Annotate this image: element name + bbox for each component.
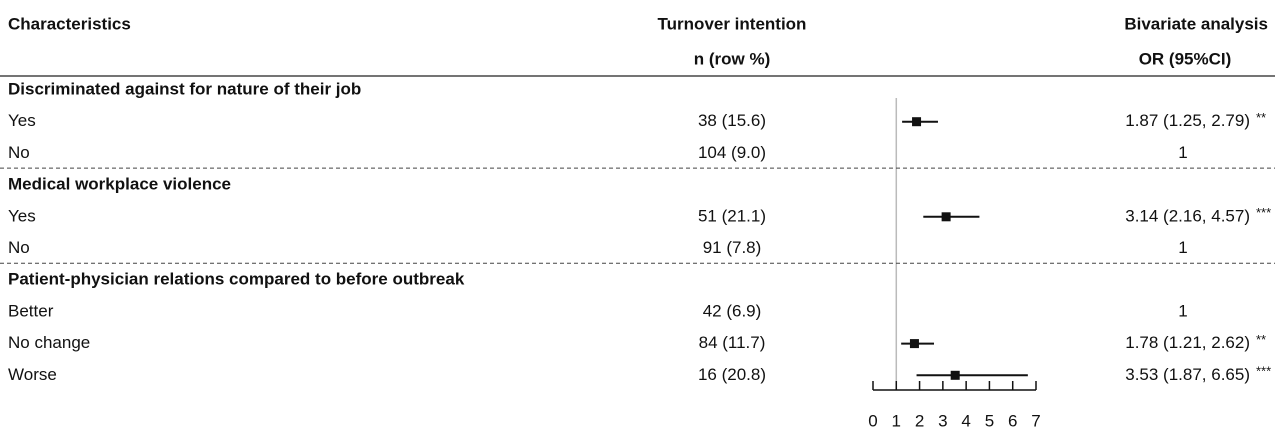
x-tick-label: 5: [985, 411, 994, 430]
significance: **: [1256, 332, 1266, 347]
or-point: [912, 117, 922, 127]
x-tick-label: 3: [938, 411, 947, 430]
or-point: [941, 212, 951, 222]
significance: ***: [1256, 205, 1271, 220]
header: Characteristics: [8, 14, 131, 33]
x-tick-label: 2: [915, 411, 924, 430]
or-ci: 3.53 (1.87, 6.65): [1125, 365, 1250, 384]
row-label: Worse: [8, 365, 57, 384]
x-tick-label: 6: [1008, 411, 1017, 430]
row-label: No change: [8, 333, 90, 352]
or-ci: 1.87 (1.25, 2.79): [1125, 111, 1250, 130]
header: Bivariate analysis: [1124, 14, 1268, 33]
n-value: 38 (15.6): [698, 111, 766, 130]
x-tick-label: 1: [892, 411, 901, 430]
n-value: 42 (6.9): [703, 301, 762, 320]
n-value: 16 (20.8): [698, 365, 766, 384]
row-label: Better: [8, 301, 54, 320]
or-ci: 3.14 (2.16, 4.57): [1125, 206, 1250, 225]
significance: ***: [1256, 364, 1271, 379]
header: OR (95%CI): [1139, 49, 1232, 68]
or-ci: 1: [1178, 301, 1187, 320]
group-title: Patient-physician relations compared to …: [8, 270, 465, 289]
row-label: Yes: [8, 206, 36, 225]
row-label: No: [8, 238, 30, 257]
significance: **: [1256, 110, 1266, 125]
or-ci: 1: [1178, 238, 1187, 257]
x-tick-label: 7: [1031, 411, 1040, 430]
header: n (row %): [694, 49, 771, 68]
or-ci: 1: [1178, 143, 1187, 162]
or-point: [950, 370, 960, 380]
group-title: Medical workplace violence: [8, 175, 231, 194]
n-value: 91 (7.8): [703, 238, 762, 257]
row-label: Yes: [8, 111, 36, 130]
group-title: Discriminated against for nature of thei…: [8, 79, 361, 98]
header: Turnover intention: [658, 14, 807, 33]
n-value: 104 (9.0): [698, 143, 766, 162]
row-label: No: [8, 143, 30, 162]
or-ci: 1.78 (1.21, 2.62): [1125, 333, 1250, 352]
or-point: [909, 339, 919, 349]
n-value: 51 (21.1): [698, 206, 766, 225]
n-value: 84 (11.7): [699, 333, 766, 352]
x-tick-label: 0: [868, 411, 877, 430]
x-tick-label: 4: [961, 411, 970, 430]
